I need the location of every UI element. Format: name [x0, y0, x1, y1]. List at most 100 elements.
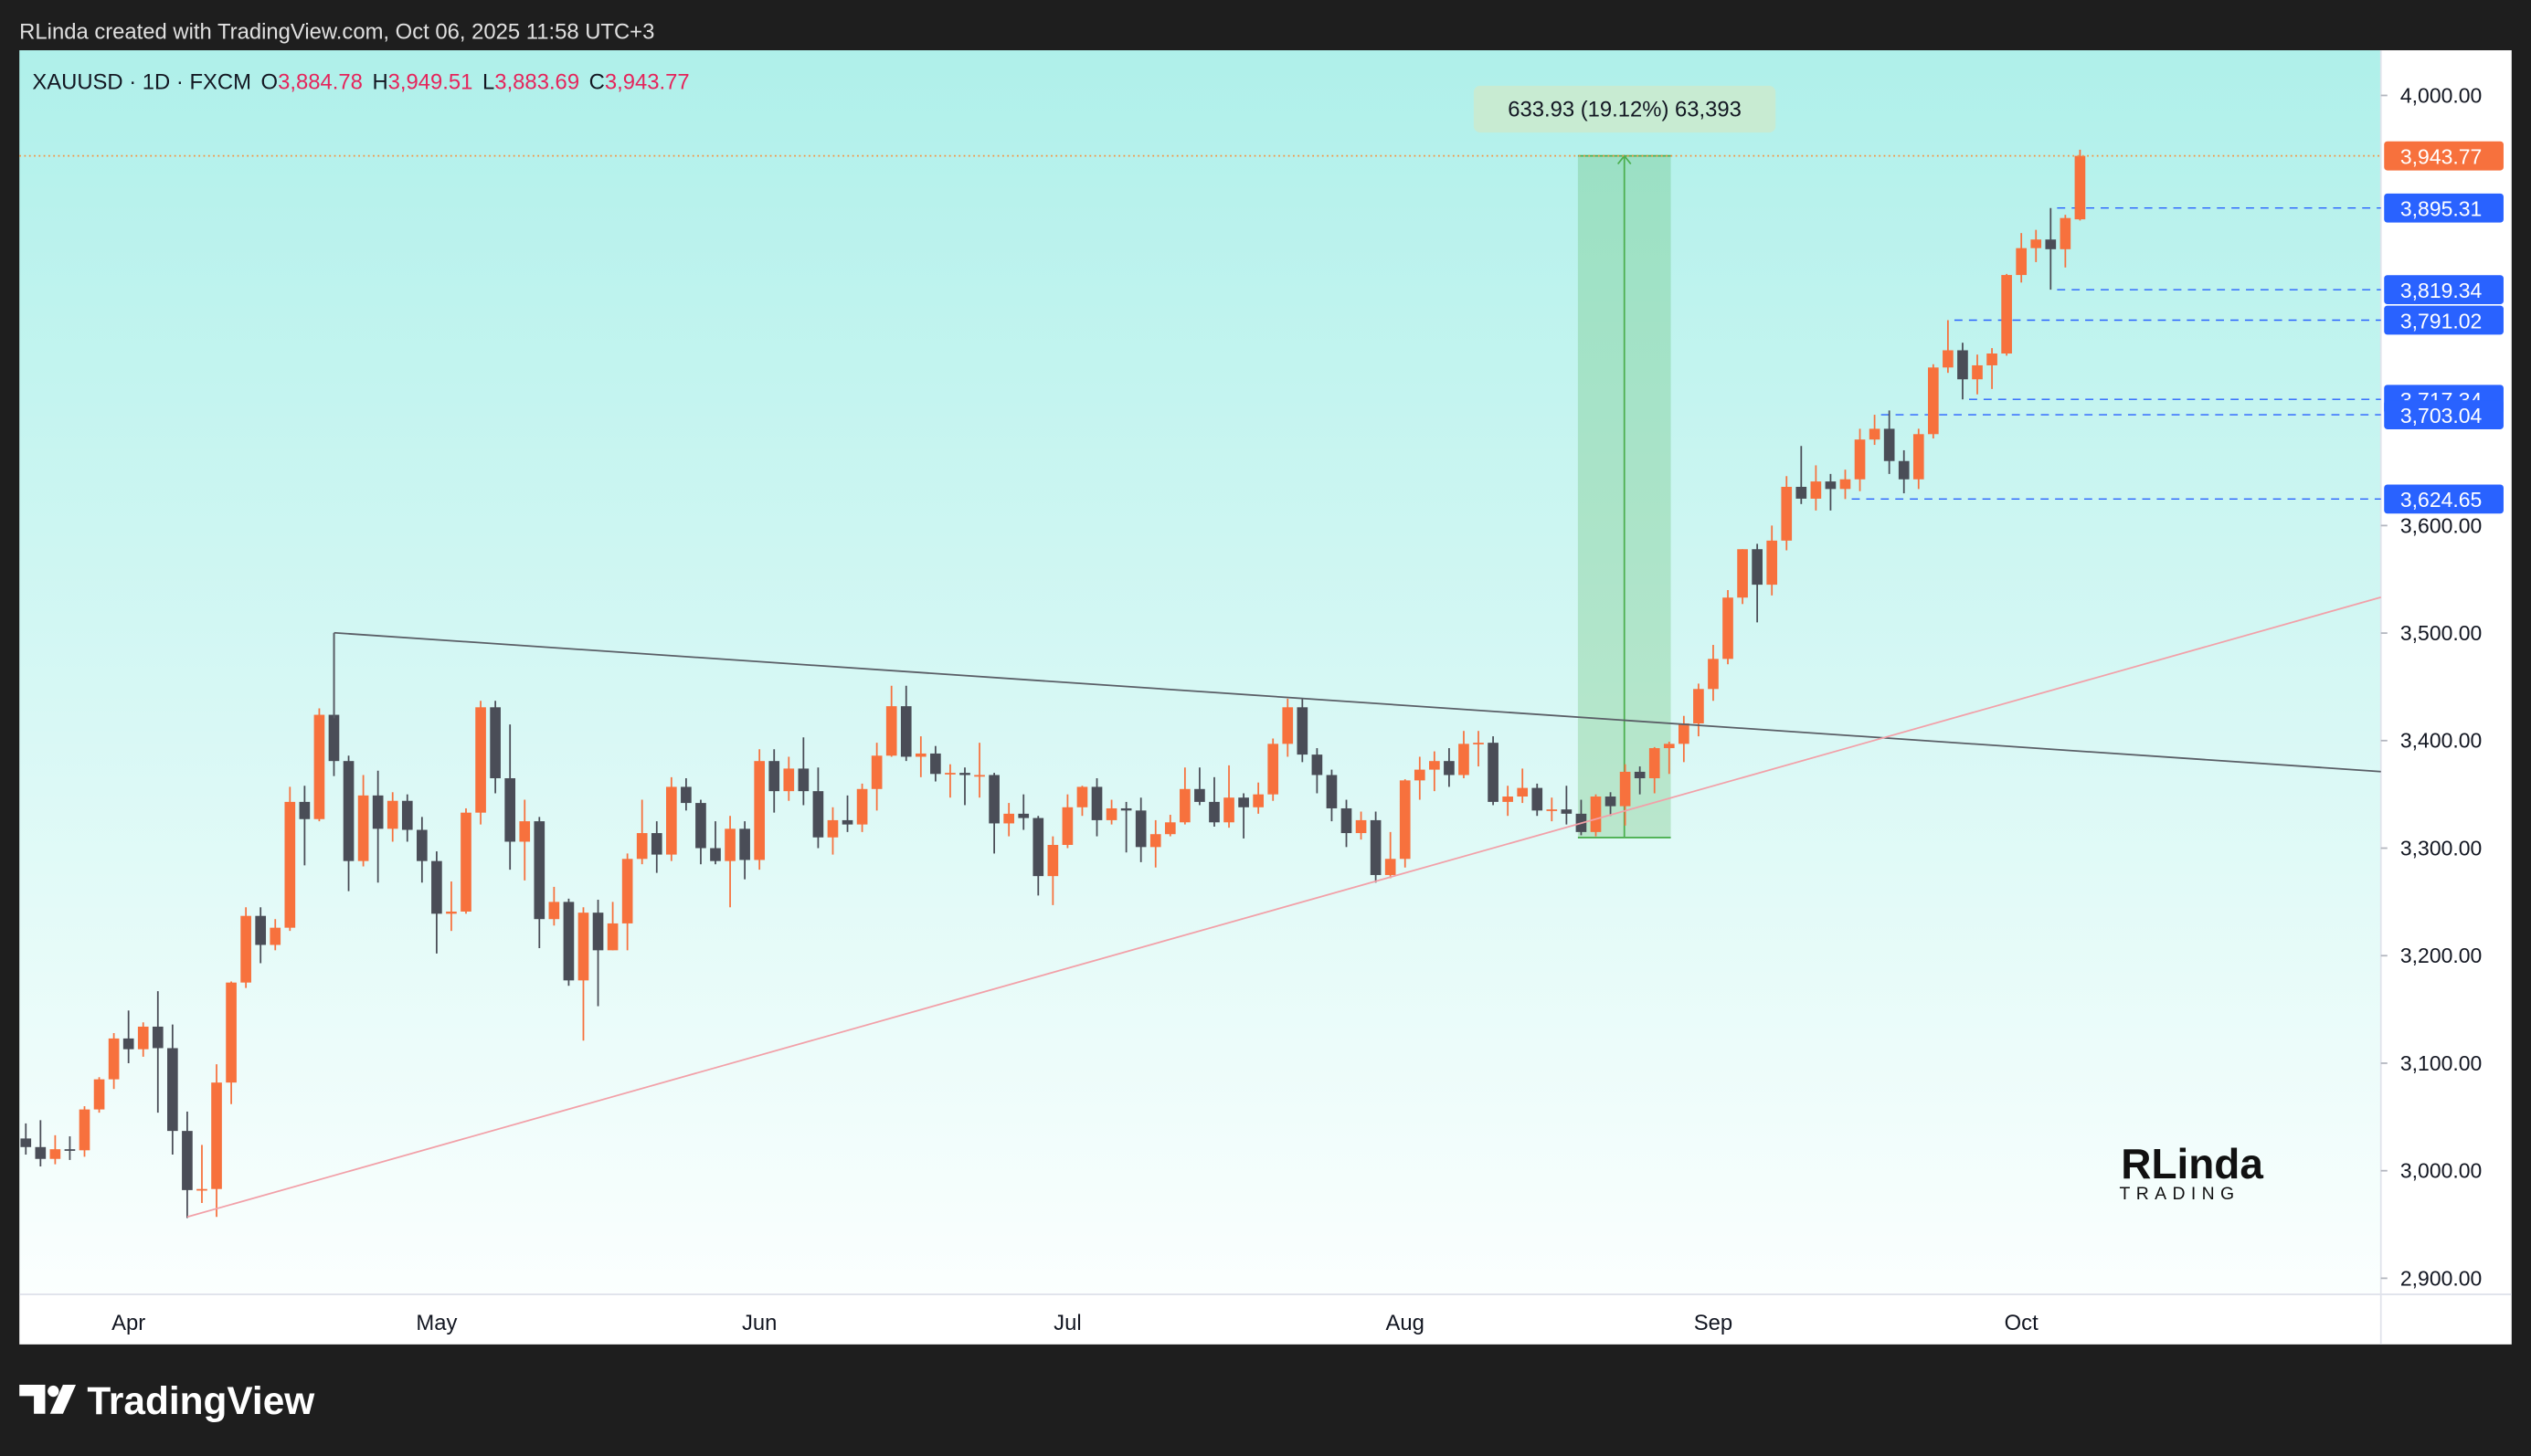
candle-body: [1414, 769, 1425, 781]
level-label-box: [2384, 305, 2504, 335]
candle-body: [1120, 807, 1132, 811]
watermark-tag: TRADING: [2120, 1184, 2240, 1204]
candle-body: [636, 833, 648, 860]
candle-body: [2045, 239, 2057, 249]
candle-body: [372, 795, 384, 829]
candle-body: [1679, 723, 1689, 744]
x-tick-label: Jul: [1054, 1311, 1081, 1335]
candle-body: [1018, 813, 1030, 818]
candle-body: [93, 1079, 105, 1110]
candle-body: [1091, 786, 1103, 820]
logo-dot: [48, 1385, 59, 1398]
level-label-box: [2384, 275, 2504, 305]
candle-body: [1648, 748, 1660, 779]
y-tick-label: 3,000.00: [2400, 1159, 2482, 1183]
candle-body: [2016, 248, 2028, 276]
candle-body: [1429, 761, 1440, 770]
candle-body: [2074, 155, 2086, 220]
brand-name: TradingView: [87, 1379, 315, 1422]
candle-body: [1282, 707, 1294, 744]
measure-arrowhead: [1616, 154, 1632, 165]
x-tick-label: Oct: [2005, 1311, 2039, 1335]
level-label-box: [2384, 193, 2504, 223]
candle-body: [35, 1146, 47, 1159]
candle-body: [1003, 813, 1014, 824]
candle-body: [122, 1038, 134, 1050]
candle-body: [651, 833, 662, 855]
candle-body: [20, 1138, 32, 1147]
x-tick-label: Aug: [1386, 1311, 1424, 1335]
candle-body: [1473, 743, 1484, 744]
candle-body: [989, 775, 1000, 824]
candle-body: [915, 753, 927, 757]
candle-body: [1663, 744, 1675, 749]
candle-body: [49, 1149, 61, 1159]
candle-body: [681, 786, 692, 804]
level-label: 3,703.04: [2400, 404, 2483, 427]
last-price-label: 3,943.77: [2400, 145, 2482, 169]
candle-body: [1033, 818, 1044, 877]
candle-body: [695, 803, 706, 849]
candle-body: [1531, 787, 1543, 811]
symbol: XAUUSD · 1D · FXCM: [32, 69, 251, 94]
level-label-box: [2384, 484, 2504, 514]
level-label: 3,624.65: [2400, 488, 2482, 512]
candle-body: [1604, 797, 1616, 807]
measure-label-box: [1473, 85, 1776, 133]
candle-body: [504, 778, 516, 842]
y-tick-label: 3,300.00: [2400, 836, 2482, 860]
candle-body: [1546, 809, 1558, 811]
time-axis: [19, 1294, 2512, 1345]
legend-key: O: [261, 69, 279, 94]
candle-body: [665, 786, 677, 855]
candle-body: [313, 714, 325, 819]
candle-body: [1825, 481, 1837, 490]
candle-body: [1898, 460, 1910, 480]
legend-key: C: [589, 69, 605, 94]
candle-body: [182, 1131, 193, 1190]
candle-body: [1883, 428, 1895, 461]
candle-body: [343, 761, 355, 861]
candle-body: [1781, 486, 1793, 541]
candle-body: [798, 768, 810, 792]
level-label: 3,791.02: [2400, 309, 2482, 332]
candle-body: [152, 1026, 164, 1049]
candle-body: [446, 911, 457, 914]
candle-body: [108, 1038, 120, 1080]
candle-body: [1795, 486, 1807, 499]
ohlc-legend: XAUUSD · 1D · FXCM O3,884.78 H3,949.51 L3,8…: [32, 69, 689, 94]
candle-body: [1253, 794, 1264, 807]
candle-body: [461, 812, 471, 912]
legend-key: L: [482, 69, 494, 94]
candle-body: [1912, 434, 1924, 480]
candle-body: [1047, 844, 1059, 877]
candle-body: [1444, 761, 1455, 775]
y-tick-label: 2,900.00: [2400, 1266, 2482, 1290]
candle-body: [431, 860, 442, 914]
candle-body: [357, 795, 369, 861]
legend-value: 3,884.78: [278, 69, 363, 94]
y-tick-label: 3,500.00: [2400, 621, 2482, 645]
candle-body: [475, 707, 486, 813]
candle-body: [754, 761, 766, 860]
candle-body: [1590, 797, 1602, 832]
candle-body: [577, 913, 589, 981]
candle-body: [1370, 819, 1382, 875]
candle-body: [1355, 819, 1367, 834]
candle-body: [812, 791, 824, 838]
watermark-name: RLinda: [2121, 1140, 2263, 1187]
candle-body: [1986, 353, 1997, 365]
y-tick-label: 3,200.00: [2400, 944, 2482, 967]
x-tick-label: Sep: [1694, 1311, 1732, 1335]
candle-body: [2060, 217, 2071, 249]
trendline: [186, 596, 2381, 1219]
y-tick-label: 3,600.00: [2400, 513, 2482, 537]
candle-body: [2001, 275, 2012, 354]
x-tick-label: Jun: [742, 1311, 777, 1335]
candle-body: [211, 1082, 222, 1189]
candle-body: [783, 768, 795, 792]
candle-body: [1722, 597, 1733, 659]
last-price-box: [2384, 141, 2504, 171]
candle-body: [1839, 479, 1851, 490]
